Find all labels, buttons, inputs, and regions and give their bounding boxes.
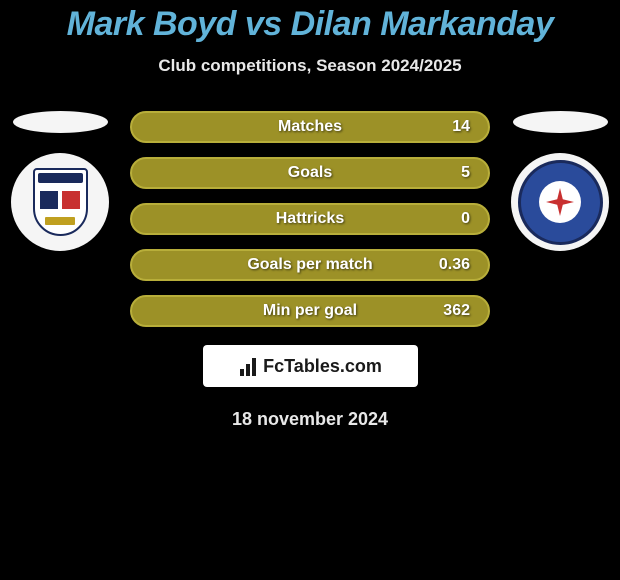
branding-text: FcTables.com — [263, 356, 382, 377]
club-crest-right — [511, 153, 609, 251]
main-area: Matches 14 Goals 5 Hattricks 0 Goals per… — [0, 111, 620, 327]
player-left-name-oval — [13, 111, 108, 133]
stat-value: 14 — [452, 118, 470, 136]
stat-row-goals: Goals 5 — [130, 157, 490, 189]
stat-row-hattricks: Hattricks 0 — [130, 203, 490, 235]
stat-label: Goals per match — [247, 256, 372, 274]
stat-label: Matches — [278, 118, 342, 136]
player-right-name-oval — [513, 111, 608, 133]
player-left-column — [10, 111, 110, 251]
stat-value: 362 — [443, 302, 470, 320]
page-title: Mark Boyd vs Dilan Markanday — [0, 5, 620, 44]
branding-box[interactable]: FcTables.com — [203, 345, 418, 387]
stat-row-matches: Matches 14 — [130, 111, 490, 143]
season-subtitle: Club competitions, Season 2024/2025 — [0, 56, 620, 76]
club-crest-left — [11, 153, 109, 251]
stat-label: Min per goal — [263, 302, 357, 320]
badge-icon — [518, 160, 603, 245]
stat-value: 0 — [461, 210, 470, 228]
date-text: 18 november 2024 — [0, 409, 620, 430]
stat-label: Hattricks — [276, 210, 344, 228]
stats-column: Matches 14 Goals 5 Hattricks 0 Goals per… — [130, 111, 490, 327]
stat-row-min-per-goal: Min per goal 362 — [130, 295, 490, 327]
shield-icon — [33, 168, 88, 236]
stat-label: Goals — [288, 164, 332, 182]
stat-value: 5 — [461, 164, 470, 182]
bar-chart-icon — [238, 356, 260, 376]
stat-value: 0.36 — [439, 256, 470, 274]
stat-row-goals-per-match: Goals per match 0.36 — [130, 249, 490, 281]
player-right-column — [510, 111, 610, 251]
comparison-container: Mark Boyd vs Dilan Markanday Club compet… — [0, 0, 620, 430]
